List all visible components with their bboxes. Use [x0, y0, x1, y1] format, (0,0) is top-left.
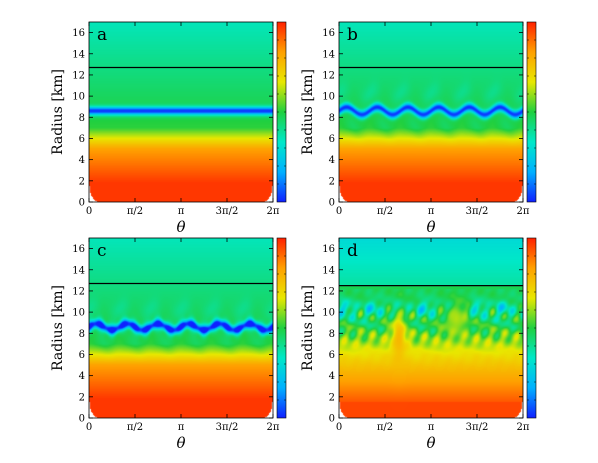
y-tick-label: 14	[72, 265, 85, 276]
x-tick-label: 0	[86, 422, 92, 433]
y-tick-label: 14	[322, 49, 335, 60]
y-tick-label: 4	[79, 371, 85, 382]
panel-letter: b	[347, 25, 358, 45]
panel-letter: d	[347, 241, 358, 261]
y-tick-label: 2	[329, 176, 335, 187]
x-tick-label: π/2	[377, 206, 393, 217]
x-tick-label: π/2	[377, 422, 393, 433]
y-tick-label: 8	[79, 329, 85, 340]
panel-c: 0 2 4 6 8 10 12 14 16 0 π/2 π 3π/2 2π θ Radius [km] c	[50, 237, 287, 452]
heatmap-d	[339, 238, 523, 418]
x-tick-label: 3π/2	[216, 206, 239, 217]
y-tick-label: 6	[79, 134, 85, 145]
x-axis-label: θ	[426, 434, 435, 452]
y-tick-label: 12	[322, 70, 335, 81]
y-tick-label: 0	[329, 198, 335, 209]
y-axis-label: Radius [km]	[300, 285, 316, 371]
y-axis-label: Radius [km]	[50, 69, 66, 155]
y-tick-label: 0	[79, 414, 85, 425]
y-tick-label: 16	[322, 28, 335, 39]
y-tick-label: 14	[322, 265, 335, 276]
y-tick-label: 16	[322, 244, 335, 255]
y-axis-label: Radius [km]	[300, 69, 316, 155]
x-tick-label: 2π	[267, 422, 280, 433]
heatmap-b	[339, 22, 523, 202]
y-tick-label: 8	[329, 329, 335, 340]
x-tick-label: 3π/2	[466, 206, 489, 217]
y-tick-label: 0	[79, 198, 85, 209]
y-tick-label: 6	[79, 350, 85, 361]
x-tick-label: 0	[336, 206, 342, 217]
x-tick-label: π/2	[127, 422, 143, 433]
y-tick-label: 6	[329, 350, 335, 361]
y-tick-label: 10	[322, 308, 335, 319]
y-tick-label: 16	[72, 28, 85, 39]
x-tick-label: 2π	[517, 206, 530, 217]
panel-letter: c	[97, 241, 107, 261]
x-tick-label: π	[178, 206, 185, 217]
panel-b: 0 2 4 6 8 10 12 14 16 0 π/2 π 3π/2 2π θ Radius [km] b	[300, 21, 537, 236]
y-tick-label: 2	[79, 176, 85, 187]
y-tick-label: 2	[79, 392, 85, 403]
panel-a: 0 2 4 6 8 10 12 14 16 0 π/2 π 3π/2 2π θ Radius [km] a	[50, 21, 287, 236]
heatmap-a	[89, 22, 273, 202]
x-axis-label: θ	[176, 434, 185, 452]
y-tick-label: 10	[72, 308, 85, 319]
y-tick-label: 2	[329, 392, 335, 403]
x-tick-label: 2π	[267, 206, 280, 217]
x-tick-label: π	[178, 422, 185, 433]
x-tick-label: 2π	[517, 422, 530, 433]
panel-letter: a	[97, 25, 107, 45]
y-tick-label: 6	[329, 134, 335, 145]
y-tick-label: 4	[329, 155, 335, 166]
y-tick-label: 12	[72, 286, 85, 297]
y-tick-label: 8	[329, 113, 335, 124]
y-tick-label: 10	[322, 92, 335, 103]
x-tick-label: π/2	[127, 206, 143, 217]
heatmap-c	[89, 238, 273, 418]
y-tick-label: 16	[72, 244, 85, 255]
x-tick-label: 3π/2	[466, 422, 489, 433]
x-tick-label: 0	[86, 206, 92, 217]
x-axis-label: θ	[176, 218, 185, 236]
y-tick-label: 12	[72, 70, 85, 81]
y-tick-label: 14	[72, 49, 85, 60]
x-tick-label: 0	[336, 422, 342, 433]
y-tick-label: 4	[329, 371, 335, 382]
y-tick-label: 4	[79, 155, 85, 166]
y-tick-label: 0	[329, 414, 335, 425]
y-tick-label: 8	[79, 113, 85, 124]
y-tick-label: 10	[72, 92, 85, 103]
x-tick-label: 3π/2	[216, 422, 239, 433]
x-tick-label: π	[428, 206, 435, 217]
panel-d: 0 2 4 6 8 10 12 14 16 0 π/2 π 3π/2 2π θ Radius [km] d	[300, 237, 537, 452]
y-tick-label: 12	[322, 286, 335, 297]
y-axis-label: Radius [km]	[50, 285, 66, 371]
x-tick-label: π	[428, 422, 435, 433]
x-axis-label: θ	[426, 218, 435, 236]
